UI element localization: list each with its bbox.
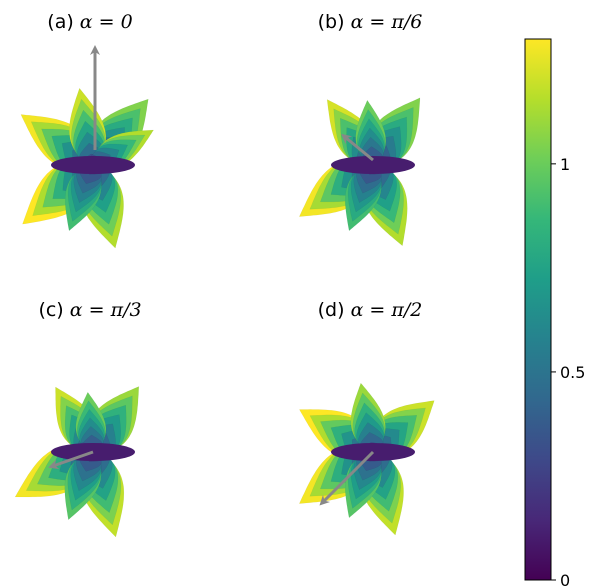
- colorbar-fill: [525, 39, 551, 580]
- panel-title-b: (b) α = π/6: [318, 11, 423, 33]
- colorbar-tick-label-2: 1: [560, 155, 570, 174]
- surface-panel-b: [298, 97, 421, 247]
- panel-title-d: (d) α = π/2: [318, 299, 423, 321]
- surface-panel-d: [298, 382, 435, 536]
- colorbar-tick-label-0: 0: [560, 571, 570, 588]
- colorbar: 00.51: [524, 38, 585, 588]
- panel-c-direction-arrow: [48, 450, 94, 470]
- colorbar-frame: [524, 38, 552, 581]
- colorbar-tick-label-1: 0.5: [560, 363, 585, 382]
- colorbar-ticks: 00.51: [551, 155, 585, 588]
- surface-panel-a: [20, 45, 155, 249]
- panel-b-center-disk: [331, 156, 415, 174]
- panel-title-c: (c) α = π/3: [38, 299, 141, 321]
- panel-b-direction-arrow: [341, 133, 374, 162]
- surface-panel-c: [14, 386, 140, 538]
- panel-title-a: (a) α = 0: [47, 11, 132, 33]
- panel-a-center-disk: [51, 156, 135, 174]
- panel-d-direction-arrow: [319, 450, 375, 506]
